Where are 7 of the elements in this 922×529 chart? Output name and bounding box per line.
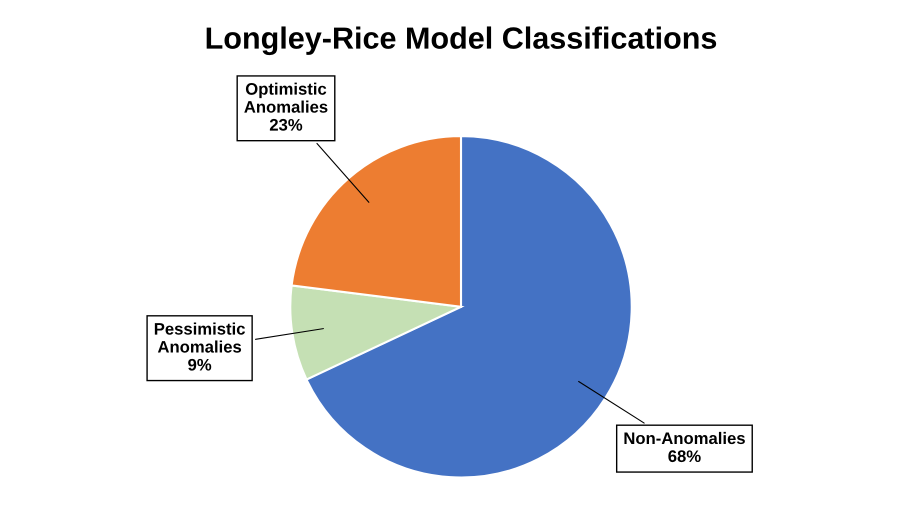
slice-label: Pessimistic Anomalies: [154, 322, 245, 353]
slice-label: Optimistic Anomalies: [244, 82, 328, 113]
chart-title: Longley-Rice Model Classifications: [206, 26, 716, 56]
slice-label: Non-Anomalies: [624, 432, 745, 444]
data-label: 23%: [270, 118, 302, 131]
data-label: 68%: [668, 450, 701, 462]
data-label: 9%: [188, 358, 212, 371]
